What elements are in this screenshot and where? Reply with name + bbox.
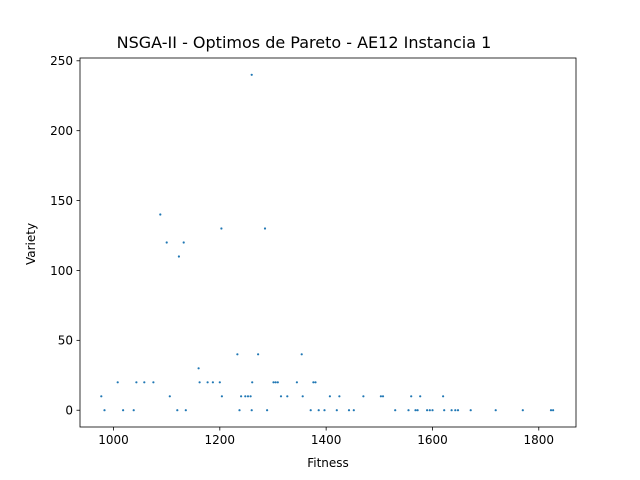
data-point (132, 409, 135, 412)
data-point (362, 395, 365, 398)
data-point (272, 381, 275, 384)
data-point (552, 409, 555, 412)
data-point (244, 395, 247, 398)
data-point (312, 381, 315, 384)
data-point (211, 381, 214, 384)
x-tick-label: 1400 (311, 433, 342, 447)
data-point (135, 381, 138, 384)
data-point (122, 409, 125, 412)
data-point (549, 409, 553, 412)
data-point (182, 241, 185, 244)
y-tick-label: 150 (50, 194, 73, 208)
data-point (220, 227, 223, 230)
chart-title: NSGA-II - Optimos de Pareto - AE12 Insta… (117, 33, 492, 52)
data-point (309, 409, 312, 412)
data-point (250, 73, 253, 76)
data-point (494, 409, 497, 412)
plot-area: 1000 1200 1400 1600 1800 0 50 100 150 200 250 (50, 54, 577, 447)
data-point (168, 395, 171, 398)
data-point (394, 409, 397, 412)
data-point (335, 409, 338, 412)
data-point (184, 409, 187, 412)
data-point (428, 409, 431, 412)
data-point (426, 409, 429, 412)
data-point (450, 409, 453, 412)
data-point (250, 409, 253, 412)
data-point (236, 353, 239, 356)
data-point (410, 395, 413, 398)
data-point (295, 381, 298, 384)
data-point (257, 353, 260, 356)
data-point (407, 409, 410, 412)
data-point (442, 395, 445, 398)
data-point (419, 395, 422, 398)
x-tick-label: 1800 (524, 433, 555, 447)
data-point (152, 381, 155, 384)
data-point (469, 409, 472, 412)
data-point (414, 409, 417, 412)
data-point (286, 395, 289, 398)
data-point (317, 409, 320, 412)
data-point (220, 395, 223, 398)
data-point (314, 381, 317, 384)
data-point (443, 409, 446, 412)
data-point (159, 213, 162, 216)
data-point (116, 381, 119, 384)
data-point (323, 409, 326, 412)
data-point (197, 367, 200, 370)
data-point (263, 227, 267, 230)
y-axis-label: Variety (24, 223, 38, 265)
data-point (198, 381, 201, 384)
data-point (431, 409, 434, 412)
data-point (301, 395, 304, 398)
data-point (379, 395, 382, 398)
data-point (521, 409, 524, 412)
data-point (238, 409, 241, 412)
x-tick-label: 1200 (205, 433, 236, 447)
data-point (103, 409, 106, 412)
x-tick-label: 1600 (417, 433, 448, 447)
data-point (338, 395, 341, 398)
data-point (300, 353, 303, 356)
y-tick-label: 0 (65, 404, 73, 418)
data-point (276, 381, 279, 384)
data-point (456, 409, 460, 412)
data-point (347, 409, 351, 412)
data-point (381, 395, 385, 398)
y-tick-label: 250 (50, 54, 73, 68)
data-point (218, 381, 221, 384)
y-tick-label: 100 (50, 264, 73, 278)
y-tick-label: 50 (58, 334, 73, 348)
data-point (416, 409, 419, 412)
data-point (274, 381, 277, 384)
data-point (246, 395, 250, 398)
x-tick-label: 1000 (98, 433, 129, 447)
data-point (206, 381, 209, 384)
axes-frame (79, 57, 577, 428)
data-point (328, 395, 331, 398)
data-point (454, 409, 457, 412)
data-point (165, 241, 168, 244)
data-point (279, 395, 283, 398)
data-point (240, 395, 243, 398)
data-point (177, 255, 180, 258)
data-point (251, 381, 254, 384)
data-point (100, 395, 103, 398)
data-point (352, 409, 355, 412)
data-point (176, 409, 179, 412)
data-point (249, 395, 252, 398)
data-point (266, 409, 269, 412)
x-axis-label: Fitness (307, 456, 349, 470)
y-tick-label: 200 (50, 124, 73, 138)
data-point (143, 381, 146, 384)
